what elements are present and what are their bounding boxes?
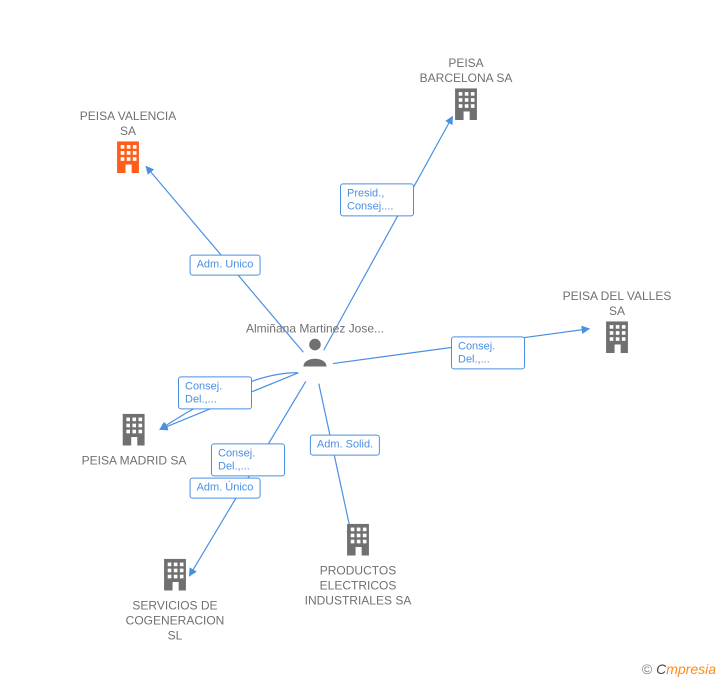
company-label: PEISA VALENCIA SA xyxy=(73,109,183,139)
company-node-valles[interactable]: PEISA DEL VALLES SA xyxy=(562,289,672,361)
company-label: PRODUCTOS ELECTRICOS INDUSTRIALES SA xyxy=(303,564,413,609)
copyright-symbol: © xyxy=(642,661,652,677)
company-node-productos[interactable]: PRODUCTOS ELECTRICOS INDUSTRIALES SA xyxy=(303,522,413,609)
company-node-servicios[interactable]: SERVICIOS DE COGENERACION SL xyxy=(120,557,230,644)
edge-label: Presid., Consej.... xyxy=(340,183,414,216)
person-label: Almiñana Martinez Jose... xyxy=(246,322,384,337)
building-icon xyxy=(451,86,481,120)
brand-cap: C xyxy=(656,661,666,677)
edge-label: Adm. Único xyxy=(190,478,261,499)
company-label: PEISA MADRID SA xyxy=(82,454,187,469)
company-node-madrid[interactable]: PEISA MADRID SA xyxy=(82,412,187,469)
diagram-canvas: Almiñana Martinez Jose... PEISA VALENCIA… xyxy=(0,0,728,685)
company-node-valencia[interactable]: PEISA VALENCIA SA xyxy=(73,109,183,181)
edge-line xyxy=(319,384,352,538)
building-icon xyxy=(343,522,373,556)
building-icon xyxy=(119,412,149,446)
edge-label: Adm. Solid. xyxy=(310,435,380,456)
building-icon xyxy=(160,557,190,591)
edge-label: Adm. Unico xyxy=(190,255,261,276)
watermark: © Cmpresia xyxy=(642,661,716,677)
person-icon xyxy=(301,337,329,371)
company-node-barcelona[interactable]: PEISA BARCELONA SA xyxy=(411,56,521,128)
building-icon xyxy=(113,139,143,173)
edge-line xyxy=(324,117,453,351)
edge-label: Consej. Del.,... xyxy=(451,336,525,369)
company-label: PEISA DEL VALLES SA xyxy=(562,289,672,319)
company-label: SERVICIOS DE COGENERACION SL xyxy=(120,599,230,644)
company-label: PEISA BARCELONA SA xyxy=(411,56,521,86)
edge-label: Consej. Del.,... xyxy=(211,443,285,476)
building-icon xyxy=(602,319,632,353)
edge-label: Consej. Del.,... xyxy=(178,376,252,409)
brand-rest: mpresia xyxy=(666,661,716,677)
person-node[interactable]: Almiñana Martinez Jose... xyxy=(246,322,384,375)
